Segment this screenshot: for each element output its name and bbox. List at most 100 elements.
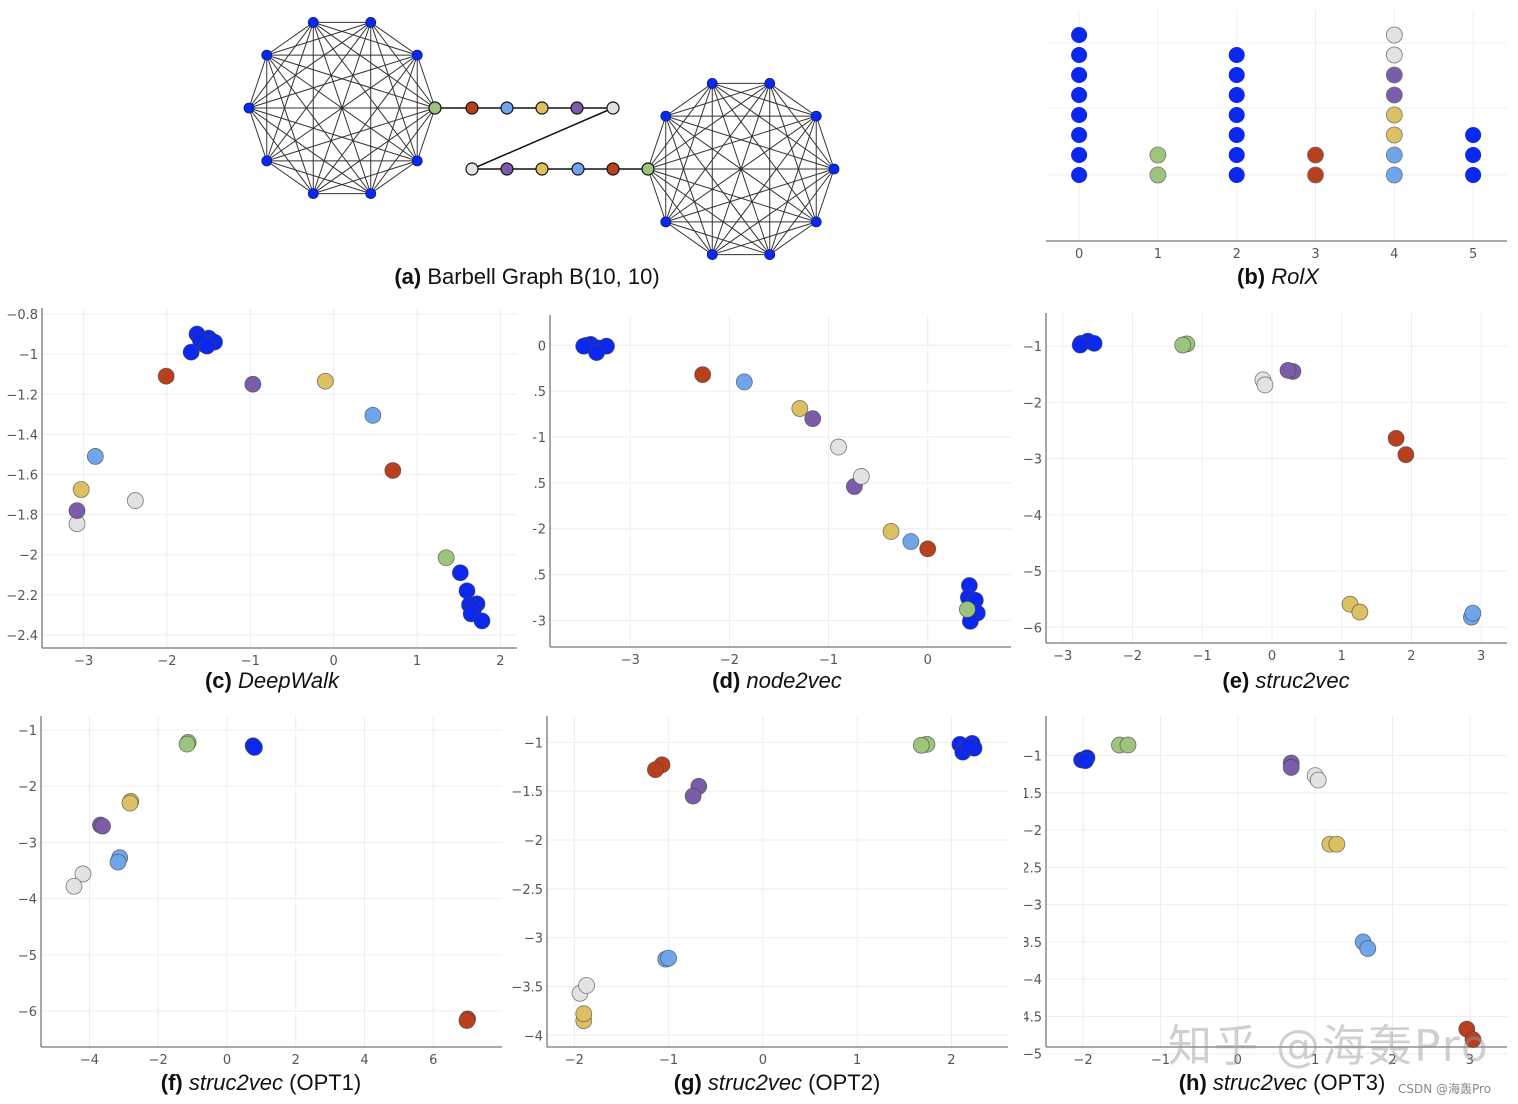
caption-suffix: (OPT1) (283, 1070, 362, 1095)
y-tick-label: −1.6 (6, 468, 38, 483)
x-tick-label: −3 (621, 653, 640, 668)
rolx-node-blue (1071, 47, 1088, 63)
graph-edge (266, 22, 372, 162)
clique-node (307, 17, 319, 28)
x-tick-label: −1 (1193, 649, 1212, 664)
point-yellow (1328, 835, 1346, 853)
caption-method: struc2vec (1255, 668, 1350, 693)
chart-c: −3 −2 −1 0 1 2 −0.8 −1 −1.2 −1.4 −1.6 −1.8 −2 −2.2 −2.… (6, 308, 517, 669)
rolx-node-green (1149, 146, 1167, 164)
clique-node (810, 110, 822, 122)
x-tick-label: 0 (924, 653, 932, 668)
path-node (500, 162, 514, 176)
graph-edge (248, 54, 268, 109)
caption-label: (d) (712, 668, 741, 693)
caption-e: (e) struc2vec (1222, 668, 1349, 694)
rolx-node-lightblue (1385, 166, 1403, 184)
point-white (1256, 376, 1274, 394)
point-blue (960, 737, 977, 755)
caption-d: (d) node2vec (712, 668, 842, 694)
point-yellow (1351, 603, 1369, 621)
rolx-node-blue (1228, 147, 1245, 163)
rolx-node-blue (1465, 147, 1482, 163)
y-tick-label: −4.5 (1010, 1010, 1042, 1025)
graph-edge (248, 54, 418, 109)
point-blue (451, 564, 469, 582)
x-tick-label: −1 (241, 654, 260, 669)
caption-label: (f) (160, 1070, 183, 1095)
watermark-zhihu: 知乎 @海轰Pro (1168, 1021, 1490, 1072)
x-tick-label: 0 (1234, 1053, 1242, 1068)
y-tick-label: −5 (1023, 1048, 1042, 1063)
x-tick-label: 6 (429, 1053, 437, 1068)
caption-a: (a) Barbell Graph B(10, 10) (394, 264, 659, 290)
clique-node (365, 188, 377, 199)
chart-d: −3 −2 −1 0 0 −0.5 −1 −1.5 −2 −2.5 −3 (514, 315, 1011, 668)
point-yellow (882, 523, 900, 540)
caption-label: (c) (204, 668, 232, 693)
x-tick-label: 2 (496, 654, 504, 669)
clique-node (365, 17, 377, 28)
x-tick-label: 1 (413, 654, 421, 669)
y-tick-label: −1 (19, 348, 38, 363)
graph-edge (665, 83, 771, 223)
chart-h: −2 −1 0 1 2 3 −1 −1.5 −2 −2.5 −3 −3.5 −4 −4.5 −5 (1010, 716, 1507, 1068)
graph-edge (815, 115, 835, 170)
rolx-node-blue (1071, 147, 1088, 163)
point-purple (68, 502, 86, 519)
y-tick-label: −1.5 (1010, 787, 1042, 802)
clique-node (261, 155, 273, 167)
y-tick-label: −4 (524, 1029, 543, 1044)
graph-edge (370, 54, 418, 194)
point-red (1387, 429, 1405, 447)
point-lightblue (660, 949, 678, 967)
y-tick-label: −0.5 (514, 385, 546, 400)
y-tick-label: −1 (527, 431, 546, 446)
x-tick-label: 3 (1311, 247, 1319, 262)
barbell-graph (243, 17, 840, 260)
caption-suffix: (OPT2) (802, 1070, 881, 1095)
x-tick-label: −1 (659, 1053, 678, 1068)
x-tick-label: 0 (759, 1053, 767, 1068)
y-tick-label: −1.2 (6, 388, 38, 403)
path-node (500, 101, 514, 115)
clique-node (307, 188, 319, 199)
path-node (465, 101, 479, 115)
rolx-node-blue (1071, 27, 1088, 43)
graph-edge (665, 168, 835, 223)
rolx-node-blue (1465, 127, 1482, 143)
rolx-node-green (1149, 166, 1167, 184)
rolx-node-blue (1071, 107, 1088, 123)
graph-edge (711, 115, 817, 255)
graph-edge (416, 107, 436, 162)
graph-edge (665, 115, 713, 255)
y-tick-label: −1.5 (511, 785, 543, 800)
caption-label: (e) (1222, 668, 1250, 693)
y-tick-label: −1.4 (6, 428, 38, 443)
y-tick-label: −3.5 (511, 980, 543, 995)
clique-node (828, 163, 840, 175)
point-green (437, 549, 455, 567)
graph-edge (266, 21, 371, 56)
x-tick-label: −1 (1151, 1053, 1170, 1068)
x-tick-label: 1 (1311, 1053, 1319, 1068)
caption-title: Barbell Graph B(10, 10) (427, 264, 660, 289)
point-blue (198, 337, 216, 355)
point-white (65, 877, 83, 895)
y-tick-label: −1 (18, 724, 37, 739)
graph-edge (769, 168, 835, 255)
x-tick-label: 0 (1075, 247, 1083, 262)
point-yellow (72, 481, 90, 498)
caption-f: (f) struc2vec (OPT1) (161, 1070, 362, 1096)
x-tick-label: −2 (1074, 1053, 1093, 1068)
y-tick-label: −3 (527, 614, 546, 629)
point-blue (473, 612, 491, 630)
y-tick-label: −2 (524, 834, 543, 849)
watermark-csdn: CSDN @海轰Pro (1398, 1082, 1492, 1096)
y-tick-label: −5 (18, 949, 37, 964)
graph-edge (266, 22, 314, 162)
x-tick-label: 4 (1390, 247, 1398, 262)
rolx-node-yellow (1385, 106, 1403, 124)
path-node (641, 162, 655, 176)
rolx-node-purple (1385, 66, 1403, 84)
